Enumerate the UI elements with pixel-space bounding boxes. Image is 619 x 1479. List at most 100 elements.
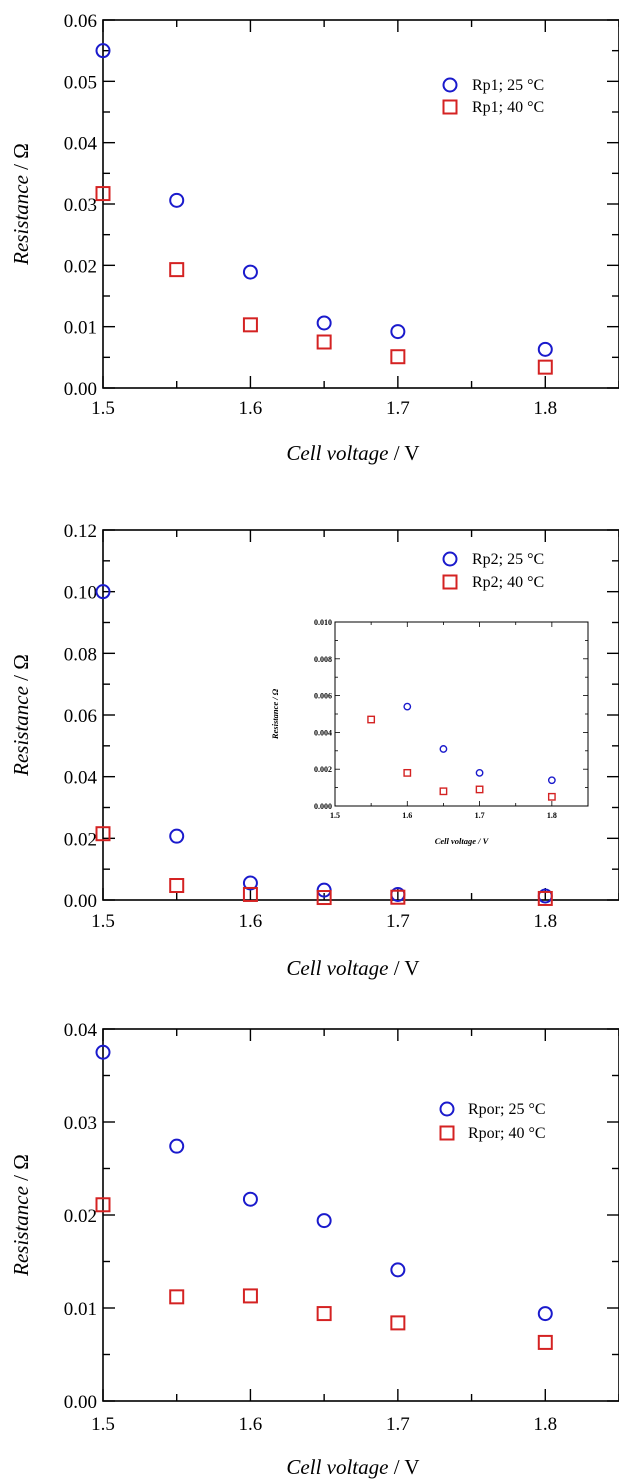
data-point-40c	[95, 186, 111, 202]
legend-label: Rpor; 25 °C	[468, 1101, 546, 1118]
data-point-25c	[316, 1213, 332, 1229]
y-tick-label: 0.02	[64, 256, 97, 277]
x-tick-label: 1.8	[533, 1414, 557, 1435]
x-axis-label-unit: / V	[388, 441, 419, 465]
data-point-40c	[390, 349, 406, 365]
data-point-25c	[95, 584, 111, 600]
data-point-40c	[537, 359, 553, 375]
data-point-25c	[316, 315, 332, 331]
y-tick-label: 0.12	[64, 521, 97, 542]
x-tick-label: 1.7	[386, 1414, 410, 1435]
y-axis-label: Resistance / Ω	[9, 654, 33, 777]
data-point-25c	[390, 324, 406, 340]
data-point-25c	[537, 1306, 553, 1322]
inset-x-axis-label: Cell voltage / V	[435, 836, 490, 846]
inset-y-tick-label: 0.006	[314, 692, 332, 701]
data-point-40c	[537, 890, 553, 906]
data-point-40c	[390, 1315, 406, 1331]
y-tick-label: 0.00	[64, 1392, 97, 1413]
data-point-40c	[95, 826, 111, 842]
y-tick-label: 0.06	[64, 706, 97, 727]
data-point-40c	[316, 890, 332, 906]
x-tick-label: 1.6	[239, 398, 263, 419]
inset-data-point	[475, 768, 484, 777]
inset-y-tick-label: 0.000	[314, 802, 332, 811]
x-axis-label: Cell voltage / V	[286, 956, 419, 980]
legend-marker	[442, 77, 458, 93]
x-tick-label: 1.5	[91, 1414, 115, 1435]
data-point-40c	[242, 1288, 258, 1304]
data-point-40c	[316, 334, 332, 350]
y-axis-label-name: Resistance	[9, 175, 33, 266]
data-point-25c	[169, 1138, 185, 1154]
legend-marker	[442, 551, 458, 567]
x-axis-label-name: Cell voltage	[286, 956, 388, 980]
data-point-40c	[95, 1197, 111, 1213]
inset-data-point	[439, 787, 448, 796]
x-tick-label: 1.6	[239, 911, 263, 932]
inset-data-point	[403, 702, 412, 711]
data-point-25c	[242, 875, 258, 891]
inset-y-tick-label: 0.008	[314, 655, 332, 664]
inset-y-tick-label: 0.004	[314, 728, 332, 737]
x-axis-label-unit: / V	[388, 1455, 419, 1479]
data-point-40c	[169, 262, 185, 278]
inset-y-tick-label: 0.002	[314, 765, 332, 774]
data-point-25c	[242, 1191, 258, 1207]
y-tick-label: 0.00	[64, 891, 97, 912]
legend-label: Rpor; 40 °C	[468, 1125, 546, 1142]
legend-label: Rp2; 25 °C	[472, 551, 544, 568]
x-axis-label-unit: / V	[388, 956, 419, 980]
x-tick-label: 1.5	[91, 398, 115, 419]
inset-data-point	[547, 792, 556, 801]
x-axis-label-name: Cell voltage	[286, 1455, 388, 1479]
x-tick-label: 1.8	[533, 911, 557, 932]
chart-panel-1: 1.5 1.6 1.7 1.8 0.00 0.01 0.02 0.03 0.04 0.05 0.06…	[9, 11, 619, 465]
inset-y-axis-label: Resistance / Ω	[270, 688, 280, 740]
inset-x-tick-label: 1.6	[402, 811, 412, 820]
y-tick-label: 0.02	[64, 829, 97, 850]
x-tick-label: 1.6	[239, 1414, 263, 1435]
y-tick-label: 0.00	[64, 379, 97, 400]
y-tick-label: 0.03	[64, 1113, 97, 1134]
inset-data-point	[367, 715, 376, 724]
y-tick-label: 0.04	[64, 1020, 98, 1041]
data-point-25c	[242, 264, 258, 280]
y-axis-label-unit: / Ω	[9, 654, 33, 686]
y-tick-label: 0.03	[64, 195, 97, 216]
inset-background	[335, 622, 588, 806]
inset-data-point	[547, 776, 556, 785]
chart-panel-3: 1.5 1.6 1.7 1.8 0.00 0.01 0.02 0.03 0.04 Cell vol…	[9, 1020, 619, 1479]
y-axis-label: Resistance / Ω	[9, 1154, 33, 1277]
x-tick-label: 1.5	[91, 911, 115, 932]
inset-data-point	[403, 768, 412, 777]
data-point-40c	[537, 1334, 553, 1350]
data-point-25c	[95, 43, 111, 59]
inset-y-tick-label: 0.010	[314, 618, 332, 627]
x-axis-label-name: Cell voltage	[286, 441, 388, 465]
data-point-25c	[390, 1262, 406, 1278]
y-tick-label: 0.01	[64, 1299, 97, 1320]
data-point-40c	[169, 878, 185, 894]
x-tick-label: 1.7	[386, 398, 410, 419]
data-point-40c	[242, 317, 258, 333]
y-tick-label: 0.04	[64, 134, 98, 155]
y-tick-label: 0.04	[64, 768, 98, 789]
inset-data-point	[475, 785, 484, 794]
y-axis-label-unit: / Ω	[9, 143, 33, 175]
y-tick-label: 0.10	[64, 583, 97, 604]
x-axis-label: Cell voltage / V	[286, 1455, 419, 1479]
y-tick-label: 0.02	[64, 1206, 97, 1227]
legend-marker	[439, 1125, 455, 1141]
y-axis-label: Resistance / Ω	[9, 143, 33, 266]
inset-x-tick-label: 1.7	[475, 811, 485, 820]
data-point-40c	[242, 886, 258, 902]
inset-x-tick-label: 1.5	[330, 811, 340, 820]
plot-frame	[102, 1028, 619, 1402]
data-point-40c	[316, 1306, 332, 1322]
y-axis-label-name: Resistance	[9, 686, 33, 777]
y-tick-label: 0.06	[64, 11, 97, 32]
x-tick-label: 1.7	[386, 911, 410, 932]
y-axis-label-name: Resistance	[9, 1186, 33, 1277]
inset-chart: 1.5 1.6 1.7 1.8 0.000 0.002 0.004 0.006 0.008 0.0…	[270, 618, 589, 846]
